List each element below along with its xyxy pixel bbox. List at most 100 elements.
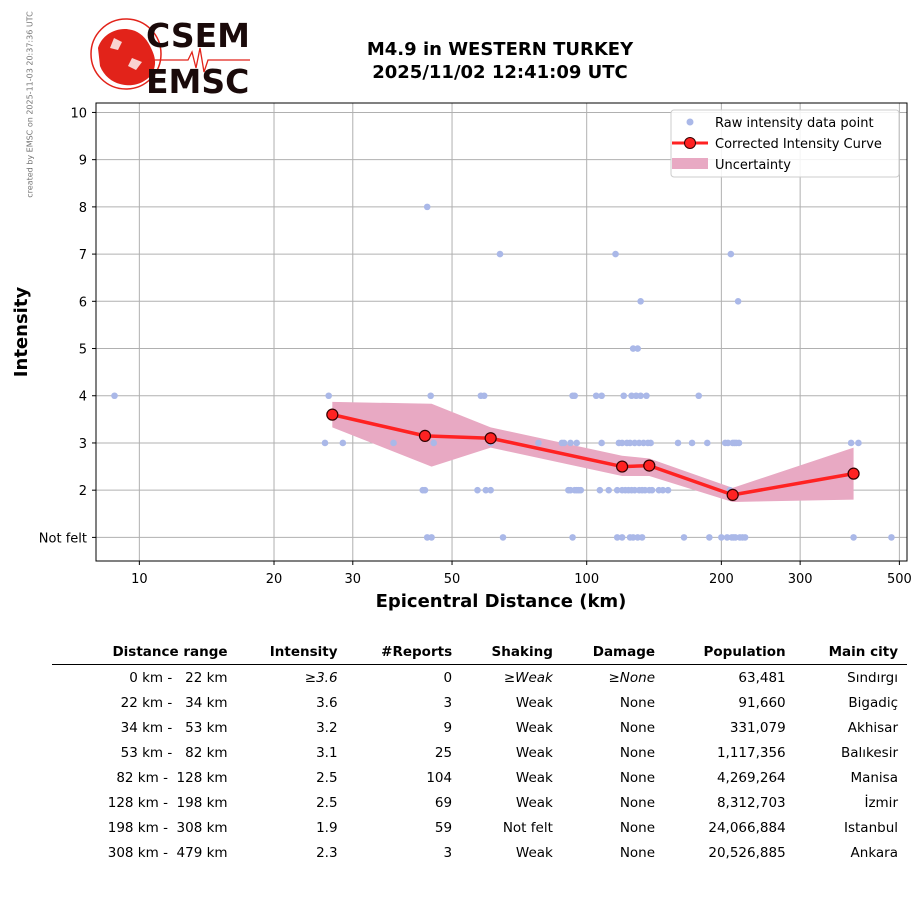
- table-cell: 1.9: [316, 819, 338, 836]
- legend-uncertainty-label: Uncertainty: [715, 158, 791, 173]
- raw-data-point: [390, 439, 397, 447]
- y-tick-label: 10: [70, 106, 87, 121]
- legend: Raw intensity data point Corrected Inten…: [670, 109, 900, 178]
- title-time: 2025/11/02 12:41:09 UTC: [372, 62, 628, 83]
- table-row: 22 km - 34 km 3.6 3 Weak None 91,660 Bigadiç: [52, 690, 907, 715]
- table-cell: 198 km - 308 km: [107, 819, 228, 836]
- table-cell: Akhisar: [847, 719, 898, 736]
- raw-data-point: [605, 486, 613, 494]
- raw-points: [111, 203, 895, 541]
- raw-data-point: [560, 439, 568, 447]
- curve-point: [726, 488, 739, 501]
- raw-data-point: [598, 439, 605, 447]
- column-header: Shaking: [491, 644, 553, 660]
- corrected-curve: [326, 408, 860, 501]
- raw-data-point: [674, 439, 682, 447]
- raw-data-point: [850, 534, 857, 541]
- table-cell: None: [619, 719, 656, 736]
- y-tick-label: 9: [79, 154, 87, 169]
- raw-data-point: [571, 392, 578, 400]
- curve-point: [847, 467, 860, 480]
- intensity-table: Distance range Intensity #Reports Shaking Da…: [52, 640, 907, 865]
- table-row: 128 km - 198 km 2.5 69 Weak None 8,312,703 İzm…: [52, 790, 907, 815]
- table-cell: None: [619, 844, 656, 861]
- raw-data-point: [427, 392, 434, 400]
- x-tick-label: 30: [345, 572, 362, 587]
- table-cell: Sındırgı: [847, 669, 898, 686]
- raw-data-point: [628, 392, 635, 400]
- curve-point: [326, 408, 339, 421]
- y-tick-label: 2: [79, 484, 87, 499]
- table-row: 82 km - 128 km 2.5 104 Weak None 4,269,264 Man…: [52, 765, 907, 790]
- raw-data-point: [703, 439, 711, 447]
- raw-data-point: [321, 439, 329, 447]
- table-row: 0 km - 22 km ≥3.6 0 ≥Weak ≥None 63,481 Sındırg…: [52, 665, 907, 691]
- table-cell: None: [619, 819, 656, 836]
- legend-raw-label: Raw intensity data point: [715, 116, 874, 131]
- title-event: M4.9 in WESTERN TURKEY: [366, 39, 634, 60]
- raw-data-point: [421, 486, 429, 494]
- table-cell: 2.5: [316, 769, 338, 786]
- intensity-chart: 10 20 30 50 100 200 300 500 Not felt 2 3 4 5 6 7 8 9 10 E…: [11, 102, 912, 612]
- table-cell: Not felt: [502, 819, 553, 836]
- raw-data-point: [618, 439, 626, 447]
- legend-raw-marker: [686, 118, 694, 126]
- raw-data-point: [474, 486, 481, 494]
- table-cell: Weak: [515, 769, 553, 786]
- table-cell: 34 km - 53 km: [116, 719, 228, 736]
- table-cell: 9: [443, 719, 453, 736]
- raw-data-point: [847, 439, 855, 447]
- raw-data-point: [724, 439, 732, 447]
- x-tick-label: 20: [266, 572, 283, 587]
- raw-data-point: [487, 486, 494, 494]
- raw-data-point: [735, 439, 743, 447]
- raw-data-point: [613, 486, 621, 494]
- csem-emsc-logo: CSEM EMSC: [88, 16, 258, 101]
- table-cell: Manisa: [850, 769, 898, 786]
- table-cell: 331,079: [729, 719, 786, 736]
- logo-line2: EMSC: [146, 62, 249, 98]
- table-cell: None: [619, 769, 656, 786]
- raw-data-point: [339, 439, 347, 447]
- table-cell: 3.2: [316, 719, 338, 736]
- y-tick-label: 3: [79, 437, 87, 452]
- column-header: #Reports: [381, 644, 453, 660]
- y-tick-label: 5: [79, 343, 87, 358]
- raw-data-point: [629, 534, 637, 541]
- table-row: 53 km - 82 km 3.1 25 Weak None 1,117,356 Balık…: [52, 740, 907, 765]
- table-cell: 128 km - 198 km: [107, 794, 228, 811]
- table-cell: 0: [443, 669, 453, 686]
- y-tick-label: Not felt: [39, 531, 87, 546]
- raw-data-point: [723, 534, 731, 541]
- raw-data-point: [569, 534, 576, 541]
- raw-data-point: [325, 392, 332, 400]
- x-tick-label: 200: [709, 572, 734, 587]
- y-tick-label: 6: [79, 295, 87, 310]
- raw-data-point: [496, 250, 504, 258]
- table-cell: 104: [426, 769, 453, 786]
- table-cell: Balıkesir: [840, 744, 898, 761]
- table-cell: Weak: [515, 844, 553, 861]
- raw-data-point: [638, 534, 646, 541]
- raw-data-point: [612, 250, 619, 258]
- raw-data-point: [626, 439, 634, 447]
- table-cell: 20,526,885: [708, 844, 786, 861]
- raw-data-point: [430, 439, 438, 447]
- table-cell: 3: [443, 844, 453, 861]
- raw-data-point: [577, 486, 585, 494]
- table-cell: ≥Weak: [503, 669, 553, 686]
- table-cell: 63,481: [738, 669, 786, 686]
- axis-ticks: 10 20 30 50 100 200 300 500 Not felt 2 3 4 5 6 7 8 9 10: [39, 106, 912, 587]
- table-cell: None: [619, 694, 656, 711]
- x-tick-label: 100: [574, 572, 599, 587]
- raw-data-point: [741, 534, 749, 541]
- table-cell: 0 km - 22 km: [120, 669, 228, 686]
- curve-point: [643, 459, 656, 472]
- table-cell: Istanbul: [843, 819, 898, 836]
- table-cell: İzmir: [864, 794, 898, 811]
- raw-data-point: [648, 486, 656, 494]
- raw-data-point: [613, 534, 621, 541]
- table-cell: 59: [434, 819, 453, 836]
- column-header: Main city: [828, 644, 898, 660]
- table-cell: 8,312,703: [716, 794, 786, 811]
